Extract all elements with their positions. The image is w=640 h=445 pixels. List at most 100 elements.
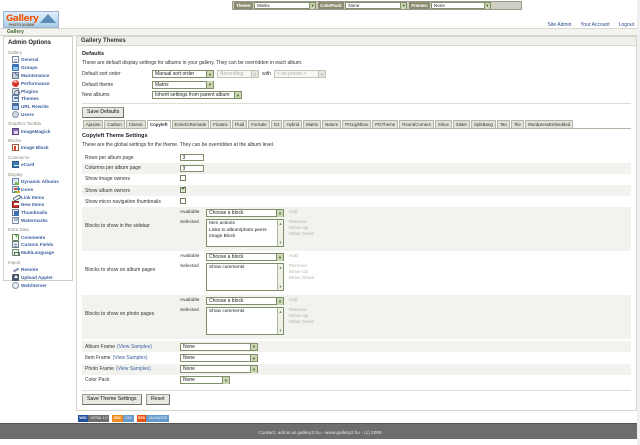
sidebar-item-label[interactable]: URL Rewrite bbox=[21, 104, 49, 110]
sidebar-item-imagemagick[interactable]: ImageMagick bbox=[7, 127, 70, 135]
sidebar-item-url-rewrite[interactable]: URL Rewrite bbox=[7, 103, 70, 111]
page-scrollbar[interactable] bbox=[637, 0, 640, 445]
tab-pgtheme[interactable]: PGTheme bbox=[372, 119, 399, 129]
tab-carbon[interactable]: Carbon bbox=[104, 119, 125, 129]
frame-dropdown[interactable]: None ▼ bbox=[180, 365, 258, 374]
setting-checkbox[interactable] bbox=[180, 186, 186, 193]
sidebar-item-label[interactable]: Remote bbox=[21, 267, 39, 273]
available-block-dropdown[interactable]: Choose a block ▼ bbox=[206, 297, 284, 306]
sidebar-item-upload-applet[interactable]: Upload Applet bbox=[7, 273, 70, 281]
tab-fluid[interactable]: Fluid bbox=[231, 119, 248, 129]
tab-matrix[interactable]: Matrix bbox=[303, 119, 322, 129]
sidebar-item-multilanguage[interactable]: MultiLanguage bbox=[7, 249, 70, 257]
scroll-up-icon[interactable]: ▲ bbox=[278, 308, 283, 314]
move-down-button[interactable]: Move Down bbox=[289, 232, 315, 238]
sidebar-item-label[interactable]: Image Block bbox=[21, 145, 49, 151]
sidebar-item-comments[interactable]: Comments bbox=[7, 233, 70, 241]
sidebar-item-label[interactable]: Maintenance bbox=[21, 72, 50, 78]
listbox-scrollbar[interactable]: ▲ ▼ bbox=[277, 264, 283, 291]
add-block-button[interactable]: Add bbox=[289, 254, 298, 260]
sidebar-item-remote[interactable]: Remote bbox=[7, 266, 70, 274]
sidebar-item-groups[interactable]: Groups bbox=[7, 64, 70, 72]
sidebar-item-label[interactable]: Watermarks bbox=[21, 217, 48, 223]
sidebar-item-custom-fields[interactable]: Custom Fields bbox=[7, 241, 70, 249]
validation-badge[interactable]: W3C CSS bbox=[112, 414, 134, 422]
sidebar-item-label[interactable]: Groups bbox=[21, 65, 38, 71]
save-theme-settings-button[interactable]: Save Theme Settings bbox=[82, 394, 142, 405]
sidebar-item-performance[interactable]: Performance bbox=[7, 79, 70, 87]
tab-siriux[interactable]: Siriux bbox=[434, 119, 452, 129]
remove-button[interactable]: Remove bbox=[289, 264, 307, 270]
sidebar-item-label[interactable]: Themes bbox=[21, 96, 39, 102]
tab-slider[interactable]: Slider bbox=[452, 119, 471, 129]
tab-eclecticremade[interactable]: EclecticRemade bbox=[171, 119, 210, 129]
sidebar-item-label[interactable]: eCard bbox=[21, 162, 35, 168]
default-sort-order-dropdown[interactable]: Manual sort order ▼ bbox=[152, 70, 214, 78]
reset-button[interactable]: Reset bbox=[146, 394, 170, 405]
remove-button[interactable]: Remove bbox=[289, 220, 307, 226]
save-defaults-button[interactable]: Save Defaults bbox=[82, 107, 125, 118]
tab-forsale[interactable]: ForSale bbox=[248, 119, 270, 129]
new-albums-dropdown[interactable]: Inherit settings from parent album ▼ bbox=[152, 91, 242, 99]
setting-text-input[interactable]: 3 bbox=[180, 164, 204, 173]
frame-dropdown[interactable]: None ▼ bbox=[180, 342, 258, 351]
sidebar-item-new-items[interactable]: New Items bbox=[7, 201, 70, 209]
link-logout[interactable]: Logout bbox=[618, 22, 634, 28]
link-your-account[interactable]: Your Account bbox=[580, 22, 610, 28]
sidebar-item-label[interactable]: Dynamic Albums bbox=[21, 178, 59, 184]
sidebar-item-web-server[interactable]: Web/Server bbox=[7, 281, 70, 289]
move-up-button[interactable]: Move Up bbox=[289, 226, 309, 232]
sidebar-item-dynamic-albums[interactable]: Dynamic Albums bbox=[7, 177, 70, 186]
theme-selector-toolbar[interactable]: Theme: Matrix ▼ ColorPack: None ▼ Frames… bbox=[232, 1, 522, 10]
sort-direction-dropdown[interactable]: Ascending ▼ bbox=[217, 70, 259, 78]
view-samples-link[interactable]: (View Samples) bbox=[115, 366, 151, 373]
tab-floatrix[interactable]: Floatrix bbox=[210, 119, 231, 129]
move-up-button[interactable]: Move Up bbox=[289, 314, 309, 320]
scroll-down-icon[interactable]: ▼ bbox=[278, 327, 283, 333]
sidebar-item-label[interactable]: Performance bbox=[21, 80, 50, 86]
frame-dropdown[interactable]: None ▼ bbox=[180, 376, 230, 385]
sidebar-item-general[interactable]: General bbox=[7, 56, 70, 64]
sidebar-item-label[interactable]: Users bbox=[21, 111, 35, 117]
setting-checkbox[interactable] bbox=[180, 175, 186, 182]
sidebar-item-link-items[interactable]: Link Items bbox=[7, 193, 70, 201]
sidebar-item-users[interactable]: Users bbox=[7, 110, 70, 118]
colorpack-dropdown[interactable]: None ▼ bbox=[345, 2, 408, 9]
add-block-button[interactable]: Add bbox=[289, 298, 298, 304]
sidebar-item-label[interactable]: Web/Server bbox=[21, 282, 47, 288]
sidebar-item-icons[interactable]: Icons bbox=[7, 185, 70, 193]
listbox-scrollbar[interactable]: ▲ ▼ bbox=[277, 220, 283, 247]
view-samples-link[interactable]: (View Samples) bbox=[117, 343, 152, 350]
default-theme-dropdown[interactable]: Matrix ▼ bbox=[152, 80, 214, 89]
selected-blocks-listbox[interactable]: Show comments ▲ ▼ bbox=[206, 307, 284, 336]
sidebar-item-label[interactable]: Custom Fields bbox=[21, 242, 54, 248]
tab-hybrid[interactable]: Hybrid bbox=[283, 119, 303, 129]
sidebar-item-label[interactable]: ImageMagick bbox=[21, 128, 51, 134]
sidebar-item-ecard[interactable]: eCard bbox=[7, 161, 70, 169]
tab-g3[interactable]: G3 bbox=[270, 119, 283, 129]
move-down-button[interactable]: Move Down bbox=[289, 276, 315, 282]
tab-pglightbox[interactable]: PGLightbox bbox=[342, 119, 372, 129]
selected-blocks-listbox[interactable]: Show comments ▲ ▼ bbox=[206, 263, 284, 292]
sidebar-item-label[interactable]: Thumbnails bbox=[21, 210, 48, 216]
view-samples-link[interactable]: (View Samples) bbox=[112, 355, 148, 362]
sidebar-item-label[interactable]: Plugins bbox=[21, 88, 38, 94]
sidebar-item-label[interactable]: Upload Applet bbox=[21, 274, 53, 280]
validation-badge[interactable]: W3C XHTML 1.0 bbox=[78, 414, 110, 422]
setting-text-input[interactable]: 3 bbox=[180, 153, 204, 162]
scroll-down-icon[interactable]: ▼ bbox=[278, 239, 283, 245]
theme-dropdown[interactable]: Matrix ▼ bbox=[254, 2, 317, 9]
listbox-scrollbar[interactable]: ▲ ▼ bbox=[277, 308, 283, 335]
sort-preset-dropdown[interactable]: < no preset > ▼ bbox=[273, 70, 326, 78]
frame-dropdown[interactable]: None ▼ bbox=[180, 354, 258, 363]
sidebar-item-label[interactable]: New Items bbox=[21, 202, 45, 208]
setting-checkbox[interactable] bbox=[180, 197, 186, 204]
tab-nature[interactable]: Nature bbox=[322, 119, 342, 129]
add-block-button[interactable]: Add bbox=[289, 210, 298, 216]
scroll-up-icon[interactable]: ▲ bbox=[278, 220, 283, 226]
breadcrumb-item-gallery[interactable]: Gallery bbox=[7, 29, 24, 35]
sidebar-item-label[interactable]: Icons bbox=[21, 186, 34, 192]
sidebar-item-thumbnails[interactable]: Thumbnails bbox=[7, 209, 70, 217]
validation-badge[interactable]: RSS VALIDATOR bbox=[136, 414, 170, 422]
sidebar-item-label[interactable]: General bbox=[21, 57, 39, 63]
